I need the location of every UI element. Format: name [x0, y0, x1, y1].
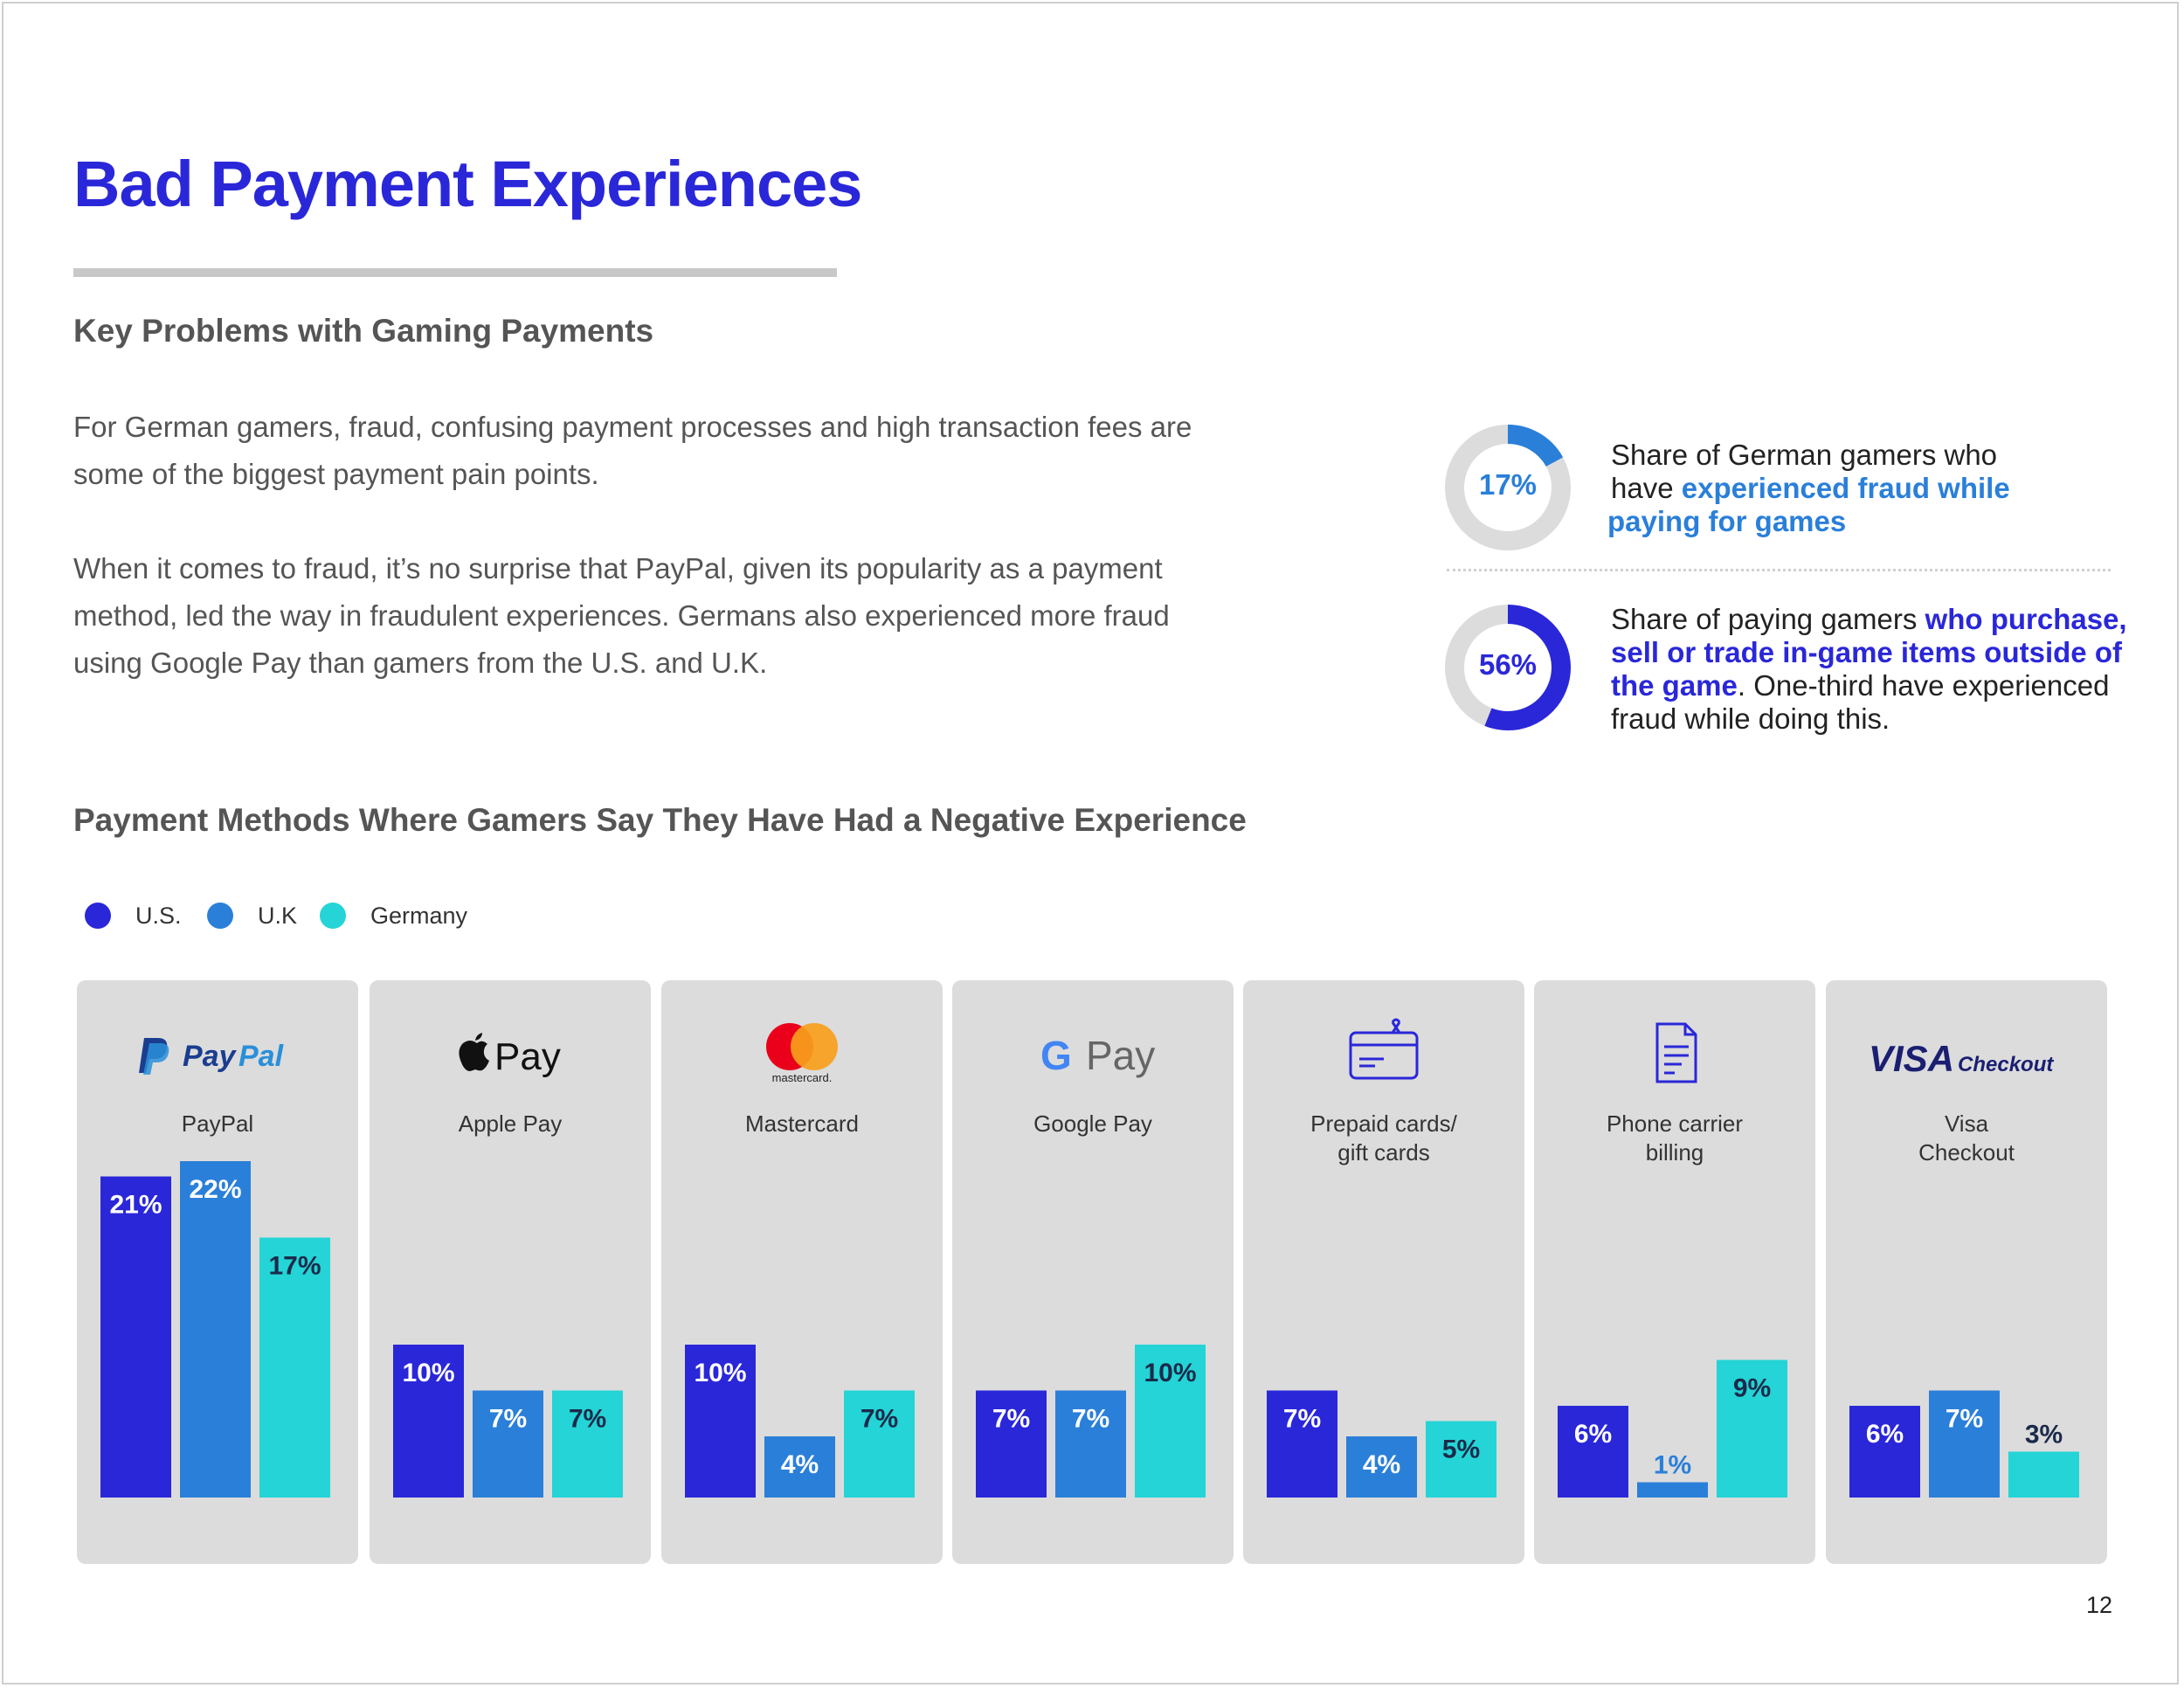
legend-label: U.K [258, 902, 298, 929]
category-label: billing [1645, 1139, 1704, 1166]
stat-highlight: the game [1611, 669, 1738, 702]
visa-logo-graphic: VISA Checkout [1869, 1038, 2054, 1079]
logo-text: Pay [1086, 1033, 1155, 1078]
panel-paypal: Pay Pal PayPal [77, 980, 358, 1564]
logo-text: Checkout [1958, 1053, 2054, 1076]
intro-line: For German gamers, fraud, confusing paym… [73, 411, 1192, 443]
mastercard-logo: mastercard. [661, 1015, 943, 1085]
stat-highlight: experienced fraud while [1681, 472, 2010, 504]
panel-mastercard: mastercard. Mastercard [661, 980, 943, 1564]
category-label: Visa [1944, 1110, 1989, 1137]
page-number: 12 [2086, 1592, 2113, 1618]
stat-line: fraud while doing this. [1611, 702, 1890, 735]
legend-item-uk: U.K [207, 900, 297, 931]
logo-text: Pay [183, 1040, 238, 1073]
donut-value-label: 56% [1478, 648, 1538, 681]
category-label: Apple Pay [458, 1110, 563, 1137]
panel-phone-carrier: Phone carrier billing [1534, 980, 1815, 1564]
stat-highlight: paying for games [1607, 505, 1847, 537]
page-title: Bad Payment Experiences [73, 148, 862, 220]
category-label: gift cards [1337, 1139, 1430, 1166]
trade-share-donut [1445, 605, 1571, 730]
intro-line: some of the biggest payment pain points. [73, 458, 599, 490]
logo-text: G [1040, 1033, 1072, 1078]
category-label: Prepaid cards/ [1310, 1110, 1457, 1137]
donut-value-arc [1445, 425, 1571, 550]
stat-highlight: sell or trade in-game items outside of [1611, 636, 2122, 668]
legend-item-germany: Germany [320, 900, 467, 931]
fraud-share-text: Share of German gamers who have experien… [1607, 439, 2010, 538]
fraud-line: using Google Pay than gamers from the U.… [73, 647, 768, 679]
category-label: Mastercard [744, 1110, 860, 1137]
panel-google-pay: G Pay Google Pay [952, 980, 1234, 1564]
apple-pay-logo: Pay [370, 1015, 651, 1085]
gift-card-icon [1243, 1015, 1524, 1085]
category-label: PayPal [181, 1110, 254, 1137]
logo-text: VISA [1869, 1038, 1954, 1079]
panel-visa-checkout: VISA Checkout Visa Checkout [1826, 980, 2107, 1564]
legend-item-us: U.S. [85, 900, 182, 931]
panel-apple-pay: Pay Apple Pay [370, 980, 651, 1564]
section-subtitle: Key Problems with Gaming Payments [73, 313, 654, 349]
mastercard-logo-graphic: mastercard. [766, 1023, 838, 1084]
trade-share-text: Share of paying gamers who purchase, sel… [1611, 603, 2127, 736]
logo-text: Pay [494, 1035, 561, 1078]
donut-value-arc [1445, 605, 1571, 730]
legend-label: Germany [370, 902, 468, 929]
stat-text: have [1611, 472, 1682, 504]
legend-swatch [207, 903, 233, 929]
category-label: Google Pay [1033, 1110, 1152, 1137]
panel-prepaid-cards: Prepaid cards/ gift cards [1243, 980, 1524, 1564]
title-divider [73, 268, 837, 277]
paypal-logo: Pay Pal [77, 1015, 358, 1085]
stat-line: Share of German gamers who [1611, 439, 1998, 471]
fraud-line: method, led the way in fraudulent experi… [73, 599, 1170, 632]
legend-swatch [85, 903, 111, 929]
logo-text: mastercard. [772, 1071, 833, 1084]
apple-logo-graphic: Pay [459, 1033, 561, 1078]
stat-line: the game. One-third have experienced [1611, 669, 2127, 702]
fraud-share-donut [1445, 425, 1571, 550]
gift-card-icon-graphic [1349, 1018, 1419, 1080]
stat-text: Share of paying gamers [1611, 603, 1925, 635]
document-icon-graphic [1655, 1022, 1697, 1083]
visa-checkout-logo: VISA Checkout [1826, 1015, 2107, 1085]
legend-label: U.S. [135, 902, 182, 929]
category-label: Checkout [1918, 1139, 2015, 1166]
document-icon [1534, 1015, 1815, 1085]
intro-paragraph: For German gamers, fraud, confusing paym… [73, 404, 1244, 498]
logo-text: Pal [238, 1040, 285, 1073]
google-pay-logo: G Pay [952, 1015, 1234, 1085]
fraud-line: When it comes to fraud, it’s no surprise… [73, 552, 1163, 585]
donut-value-label: 17% [1478, 468, 1538, 501]
fraud-paragraph: When it comes to fraud, it’s no surprise… [73, 545, 1244, 687]
chart-title: Payment Methods Where Gamers Say They Ha… [73, 802, 1247, 838]
stat-highlight: who purchase, [1925, 603, 2127, 635]
google-pay-logo-graphic: G Pay [1040, 1033, 1155, 1078]
legend-swatch [320, 903, 346, 929]
category-label: Phone carrier [1606, 1110, 1744, 1137]
stat-line: Share of paying gamers who purchase, [1611, 603, 2127, 636]
paypal-logo-graphic: Pay Pal [139, 1038, 285, 1075]
stat-line: have experienced fraud while [1611, 472, 2010, 505]
stat-text: . One-third have experienced [1737, 669, 2110, 702]
stats-divider [1447, 569, 2111, 571]
